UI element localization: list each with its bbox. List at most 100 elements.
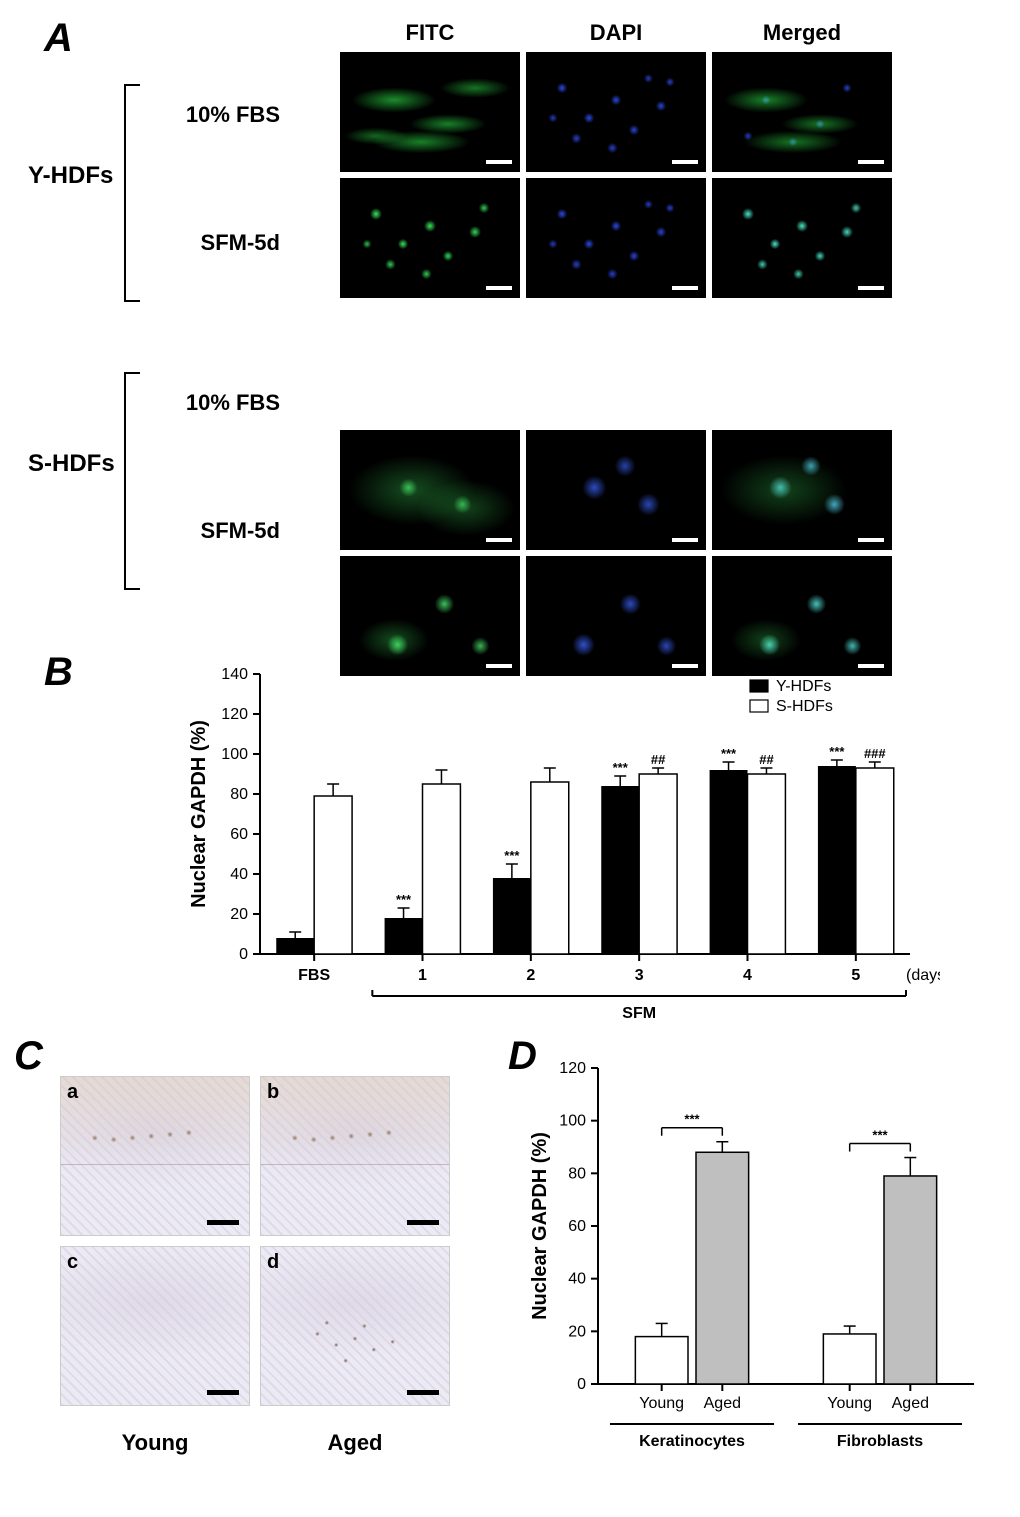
scalebar-icon (858, 286, 884, 290)
panel-a-col-fitc: FITC (340, 20, 520, 46)
scalebar-icon (207, 1220, 239, 1225)
scalebar-icon (858, 538, 884, 542)
panel-d: D 020406080100120Nuclear GAPDH (%)YoungA… (510, 1040, 990, 1480)
svg-text:100: 100 (559, 1113, 586, 1130)
micrograph (526, 178, 706, 298)
svg-text:S-HDFs: S-HDFs (776, 698, 833, 715)
svg-text:20: 20 (568, 1323, 586, 1340)
svg-text:Fibroblasts: Fibroblasts (837, 1433, 923, 1450)
svg-text:***: *** (721, 746, 737, 761)
panel-a: A FITC DAPI Merged Y-HDFs 10% FBS SFM-5d… (10, 20, 1010, 640)
svg-text:Young: Young (639, 1395, 684, 1412)
svg-text:80: 80 (568, 1165, 586, 1182)
micrograph (340, 52, 520, 172)
micrograph (712, 178, 892, 298)
svg-text:3: 3 (635, 967, 644, 984)
svg-text:80: 80 (230, 786, 248, 803)
scalebar-icon (486, 286, 512, 290)
panel-a-col-merged: Merged (712, 20, 892, 46)
panel-a-cond-s-sfm: SFM-5d (150, 518, 280, 544)
panel-b-chart: 0 20 40 60 80 100 120 140 Nuclear GAPDH (%) FBS 1 *… (180, 654, 940, 1024)
svg-text:##: ## (759, 752, 774, 767)
panel-c-grid: a b c d (60, 1076, 450, 1406)
scalebar-icon (672, 538, 698, 542)
micrograph (526, 430, 706, 550)
svg-text:20: 20 (230, 906, 248, 923)
scalebar-icon (672, 286, 698, 290)
svg-text:2: 2 (526, 967, 535, 984)
scalebar-icon (407, 1220, 439, 1225)
panel-c-label: C (14, 1034, 43, 1079)
bracket-icon (124, 84, 126, 302)
panel-c: C a b c d Young Ag (10, 1040, 470, 1480)
scalebar-icon (486, 160, 512, 164)
svg-text:***: *** (872, 1128, 888, 1143)
svg-text:Aged: Aged (704, 1395, 741, 1412)
scalebar-icon (486, 538, 512, 542)
panel-c-col-aged: Aged (260, 1430, 450, 1456)
histology-image: b (260, 1076, 450, 1236)
panel-c-sub-b: b (267, 1081, 279, 1104)
panel-a-label: A (44, 16, 73, 61)
panel-d-chart: 0 20 40 60 80 100 120 Nuclear GAPDH (%) Young Age… (520, 1044, 990, 1464)
figure: A FITC DAPI Merged Y-HDFs 10% FBS SFM-5d… (10, 20, 1010, 1480)
svg-text:Aged: Aged (892, 1395, 929, 1412)
scalebar-icon (672, 160, 698, 164)
svg-text:***: *** (829, 744, 845, 759)
panel-c-sub-c: c (67, 1251, 78, 1274)
svg-text:40: 40 (230, 866, 248, 883)
svg-text:120: 120 (221, 706, 248, 723)
panel-b-label: B (44, 650, 73, 695)
scalebar-icon (858, 160, 884, 164)
svg-text:120: 120 (559, 1060, 586, 1077)
panel-a-group-s: S-HDFs (28, 450, 115, 478)
svg-text:40: 40 (568, 1271, 586, 1288)
panel-a-group-y: Y-HDFs (28, 162, 113, 190)
micrograph (340, 178, 520, 298)
panel-b: B 0 20 40 60 80 100 120 140 Nuclear GAPDH (%) FBS… (10, 650, 1010, 1030)
panel-a-image-grid (340, 52, 892, 676)
svg-text:***: *** (396, 892, 412, 907)
svg-text:5: 5 (851, 967, 860, 984)
micrograph (712, 430, 892, 550)
panel-c-sub-d: d (267, 1251, 279, 1274)
scalebar-icon (407, 1390, 439, 1395)
panel-cd-row: C a b c d Young Ag (10, 1040, 1010, 1480)
panel-a-cond-y-sfm: SFM-5d (150, 230, 280, 256)
panel-a-col-dapi: DAPI (526, 20, 706, 46)
svg-text:FBS: FBS (298, 967, 330, 984)
micrograph (340, 430, 520, 550)
panel-c-col-young: Young (60, 1430, 250, 1456)
svg-text:100: 100 (221, 746, 248, 763)
svg-text:Keratinocytes: Keratinocytes (639, 1433, 745, 1450)
panel-a-cond-y-fbs: 10% FBS (150, 102, 280, 128)
svg-text:Nuclear GAPDH (%): Nuclear GAPDH (%) (529, 1132, 551, 1320)
svg-text:***: *** (684, 1112, 700, 1127)
svg-text:##: ## (651, 752, 666, 767)
scalebar-icon (207, 1390, 239, 1395)
panel-a-cond-s-fbs: 10% FBS (150, 390, 280, 416)
svg-text:0: 0 (577, 1376, 586, 1393)
panel-c-sub-a: a (67, 1081, 78, 1104)
histology-image: d (260, 1246, 450, 1406)
svg-text:Nuclear GAPDH (%): Nuclear GAPDH (%) (188, 720, 210, 908)
svg-text:###: ### (864, 746, 886, 761)
svg-text:(days): (days) (906, 967, 940, 984)
histology-image: a (60, 1076, 250, 1236)
svg-text:Young: Young (827, 1395, 872, 1412)
spacer (340, 304, 892, 338)
svg-text:4: 4 (743, 967, 752, 984)
bracket-icon (124, 372, 126, 590)
micrograph (712, 52, 892, 172)
svg-text:60: 60 (568, 1218, 586, 1235)
svg-text:1: 1 (418, 967, 427, 984)
svg-text:140: 140 (221, 666, 248, 683)
svg-text:SFM: SFM (622, 1005, 656, 1022)
svg-text:60: 60 (230, 826, 248, 843)
svg-text:0: 0 (239, 946, 248, 963)
histology-image: c (60, 1246, 250, 1406)
svg-text:***: *** (613, 760, 629, 775)
panel-a-col-headers: FITC DAPI Merged (340, 20, 892, 46)
svg-text:Y-HDFs: Y-HDFs (776, 678, 831, 695)
svg-text:***: *** (504, 848, 520, 863)
